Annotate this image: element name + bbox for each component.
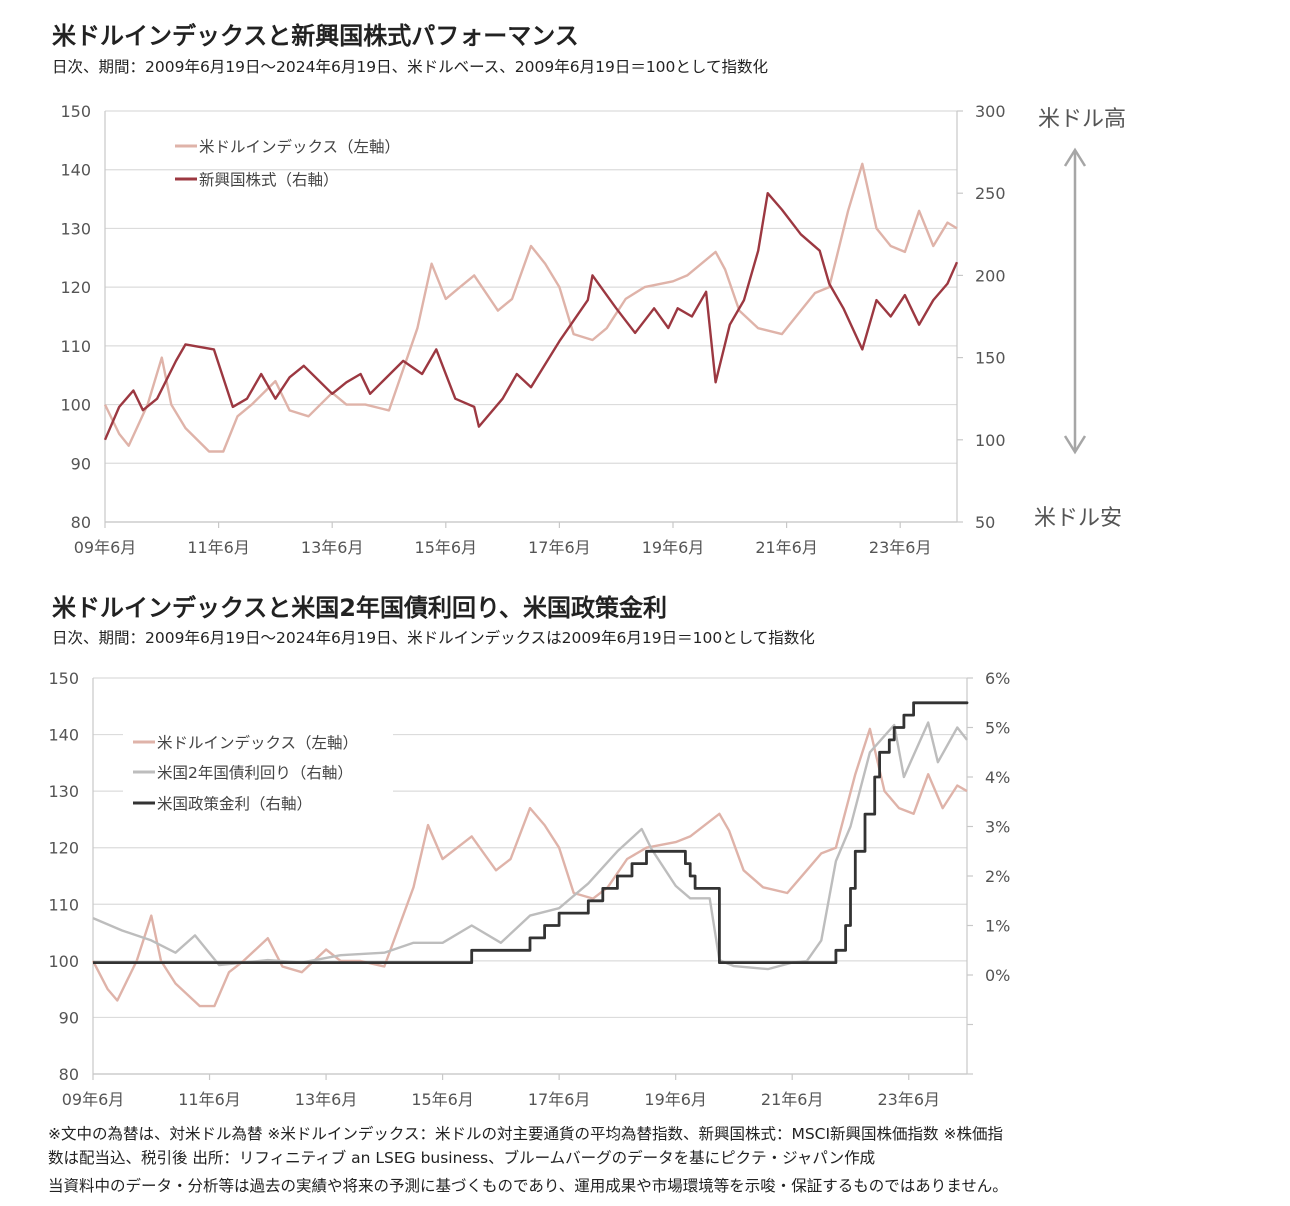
y-left-tick-label: 120 xyxy=(48,839,79,858)
x-tick-label: 19年6月 xyxy=(644,1090,707,1109)
footnote-line-2: 数は配当込、税引後 出所：リフィニティブ an LSEG business、ブル… xyxy=(48,1148,875,1167)
chart2-title: 米ドルインデックスと米国2年国債利回り、米国政策金利 xyxy=(52,594,667,622)
y-right-tick-label: 2% xyxy=(985,867,1010,886)
y-left-tick-label: 150 xyxy=(60,102,91,121)
x-tick-label: 17年6月 xyxy=(528,538,591,557)
usd-strong-label: 米ドル高 xyxy=(1038,107,1126,132)
y-right-tick-label: 150 xyxy=(975,349,1006,368)
y-left-tick-label: 90 xyxy=(71,454,91,473)
y-left-tick-label: 110 xyxy=(48,895,79,914)
up-down-arrow-icon xyxy=(1063,147,1087,455)
x-tick-label: 21年6月 xyxy=(755,538,818,557)
y-left-tick-label: 110 xyxy=(60,337,91,356)
y-right-tick-label: 4% xyxy=(985,768,1010,787)
y-left-tick-label: 130 xyxy=(60,219,91,238)
x-tick-label: 21年6月 xyxy=(761,1090,824,1109)
series-line-usd_index xyxy=(91,727,968,1008)
series-line-em_equity xyxy=(103,192,959,441)
y-left-tick-label: 100 xyxy=(48,952,79,971)
y-right-tick-label: 300 xyxy=(975,102,1006,121)
x-tick-label: 11年6月 xyxy=(178,1090,241,1109)
y-right-tick-label: 3% xyxy=(985,818,1010,837)
x-tick-label: 09年6月 xyxy=(74,538,137,557)
x-tick-label: 15年6月 xyxy=(415,538,478,557)
y-left-tick-label: 90 xyxy=(59,1008,79,1027)
y-left-tick-label: 130 xyxy=(48,782,79,801)
chart2-plot: 80 90 100 110 120 130 140 150 0% 1% 2% 3% 4% 5% 6% 09年6… xyxy=(48,669,1010,1109)
series-line-us2y xyxy=(92,721,968,971)
chart1-title: 米ドルインデックスと新興国株式パフォーマンス xyxy=(52,22,579,50)
chart1-plot: 80 90 100 110 120 130 140 150 50 100 150 200 250 300 0… xyxy=(60,102,1005,557)
legend-label: 米ドルインデックス（左軸） xyxy=(199,137,400,156)
y-left-tick-label: 140 xyxy=(48,726,79,745)
series-line-usd_index xyxy=(103,162,958,453)
y-left-tick-label: 140 xyxy=(60,161,91,180)
disclaimer: 当資料中のデータ・分析等は過去の実績や将来の予測に基づくものであり、運用成果や市… xyxy=(48,1176,1008,1195)
x-tick-label: 09年6月 xyxy=(62,1090,125,1109)
chart2-subtitle: 日次、期間：2009年6月19日～2024年6月19日、米ドルインデックスは20… xyxy=(52,628,815,647)
y-right-tick-label: 0% xyxy=(985,966,1010,985)
legend-label: 新興国株式（右軸） xyxy=(199,171,339,189)
y-right-tick-label: 250 xyxy=(975,184,1006,203)
y-right-tick-label: 200 xyxy=(975,266,1006,285)
legend-label: 米ドルインデックス（左軸） xyxy=(157,733,358,752)
y-left-tick-label: 80 xyxy=(59,1065,79,1084)
y-right-tick-label: 1% xyxy=(985,917,1010,936)
x-tick-label: 17年6月 xyxy=(528,1090,591,1109)
y-right-tick-label: 100 xyxy=(975,431,1006,450)
legend-label: 米国2年国債利回り（右軸） xyxy=(157,764,353,782)
y-right-tick-label: 6% xyxy=(985,669,1010,688)
y-right-tick-label: 5% xyxy=(985,719,1010,738)
x-tick-label: 19年6月 xyxy=(642,538,705,557)
chart1-subtitle: 日次、期間：2009年6月19日～2024年6月19日、米ドルベース、2009年… xyxy=(52,58,768,76)
x-tick-label: 15年6月 xyxy=(411,1090,474,1109)
x-tick-label: 13年6月 xyxy=(301,538,364,557)
series-line-policy_rate xyxy=(93,701,969,964)
usd-weak-label: 米ドル安 xyxy=(1034,506,1122,531)
y-right-tick-label: 50 xyxy=(975,513,995,532)
legend-background xyxy=(123,722,393,819)
x-tick-label: 11年6月 xyxy=(187,538,250,557)
footnote-line-1: ※文中の為替は、対米ドル為替 ※米ドルインデックス：米ドルの対主要通貨の平均為替… xyxy=(48,1124,1003,1143)
x-tick-label: 13年6月 xyxy=(295,1090,358,1109)
x-tick-label: 23年6月 xyxy=(877,1090,940,1109)
y-left-tick-label: 120 xyxy=(60,278,91,297)
y-left-tick-label: 150 xyxy=(48,669,79,688)
x-tick-label: 23年6月 xyxy=(869,538,932,557)
legend-label: 米国政策金利（右軸） xyxy=(157,795,312,813)
y-left-tick-label: 100 xyxy=(60,396,91,415)
y-left-tick-label: 80 xyxy=(71,513,91,532)
